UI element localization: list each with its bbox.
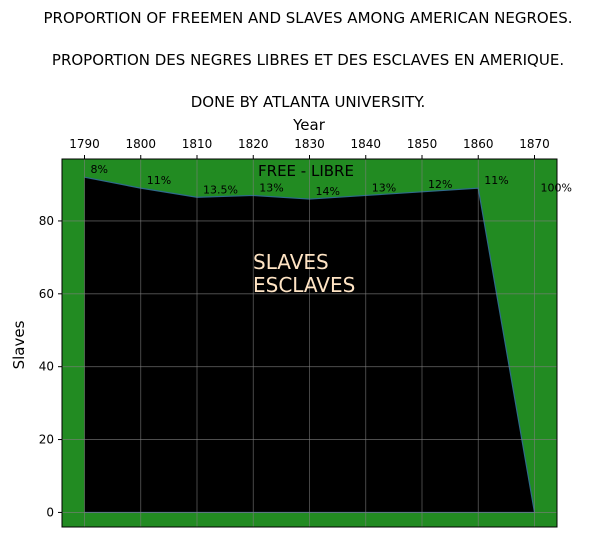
grid [62,159,557,527]
free-label: FREE - LIBRE [258,162,354,180]
x-tick-label: 1830 [294,137,325,151]
data-label: 11% [484,174,508,187]
chart-title-line-2: PROPORTION DES NEGRES LIBRES ET DES ESCL… [52,51,564,69]
data-label: 14% [316,185,340,198]
esclaves-label: ESCLAVES [253,273,355,297]
data-label: 13% [259,181,283,194]
x-tick-label: 1800 [125,137,156,151]
x-tick-label: 1810 [182,137,213,151]
y-tick-label: 60 [39,287,54,301]
axes: 1790 1800 1810 1820 1830 1840 1850 1860 1870 0 20 4… [39,137,558,528]
data-label: 13.5% [203,183,238,196]
x-axis-label: Year [292,116,326,134]
y-tick-label: 20 [39,433,54,447]
slaves-label: SLAVES [253,250,329,274]
x-tick-label: 1840 [350,137,381,151]
x-tick-label: 1820 [238,137,269,151]
y-tick-label: 80 [39,214,54,228]
x-tick-label: 1850 [407,137,438,151]
y-axis-label: Slaves [10,320,28,369]
data-label: 100% [541,181,572,194]
data-label: 8% [91,163,108,176]
x-tick-label: 1860 [463,137,494,151]
chart-title-line-3: DONE BY ATLANTA UNIVERSITY. [191,93,425,111]
x-tick-label: 1870 [519,137,550,151]
chart-title-line-1: PROPORTION OF FREEMEN AND SLAVES AMONG A… [44,9,573,27]
data-label: 12% [428,178,452,191]
data-label: 13% [372,181,396,194]
data-label: 11% [147,174,171,187]
y-tick-label: 0 [46,505,54,519]
data-labels: 8% 11% 13.5% 13% 14% 13% 12% 11% 100% [91,163,572,198]
y-tick-label: 40 [39,360,54,374]
x-tick-label: 1790 [69,137,100,151]
